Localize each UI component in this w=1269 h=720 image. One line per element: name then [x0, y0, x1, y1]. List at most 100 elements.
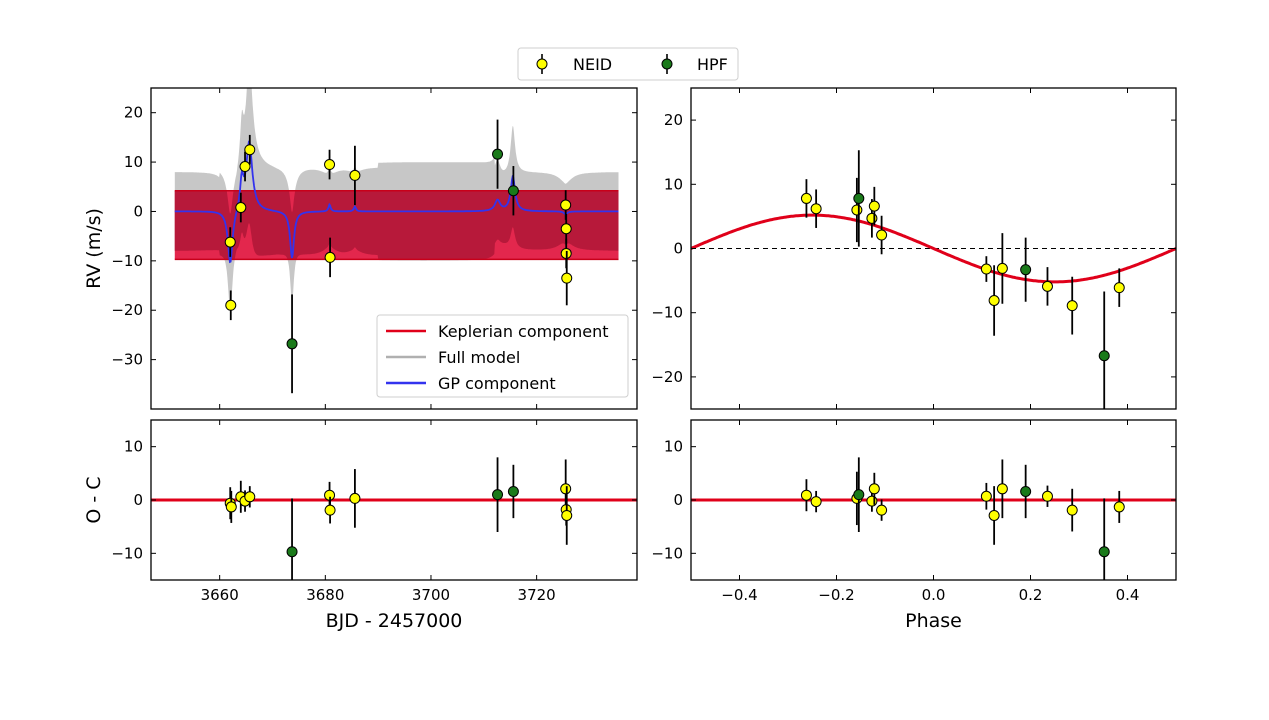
- rv_time-neid-point-2: [235, 202, 247, 214]
- full-model-band: [174, 88, 619, 311]
- model-legend: Keplerian component Full model GP compon…: [376, 314, 629, 398]
- oc_time-neid-point-10: [561, 509, 573, 521]
- rv_time-ylabel: RV (m/s): [83, 208, 105, 289]
- rv-phase-plot: [691, 150, 1176, 409]
- rv_time-neid-point-4: [244, 144, 256, 156]
- rv_time-ytick-label-1: 10: [124, 153, 143, 171]
- rv_phase-neid-point-2: [851, 204, 863, 216]
- oc_phase-neid-point-7: [988, 509, 1000, 521]
- rv_time-neid-point-11: [561, 272, 573, 284]
- oc-time-plot: [151, 457, 637, 580]
- oc_time-ytick-label-1: 0: [133, 491, 143, 509]
- model-overlap-band: [174, 190, 619, 260]
- rv_phase-hpf-point-0: [853, 192, 865, 204]
- oc_time-neid-point-4: [244, 491, 256, 503]
- oc_phase-neid-point-1: [810, 496, 822, 508]
- oc_phase-xtick-label-0: −0.4: [721, 586, 757, 604]
- oc_phase-xtick-label-2: 0.0: [922, 586, 946, 604]
- rv_phase-neid-point-1: [810, 203, 822, 215]
- rv_phase-neid-point-8: [996, 262, 1008, 274]
- rv_time-neid-point-1: [225, 299, 237, 311]
- oc_phase-neid-point-10: [1066, 504, 1078, 516]
- rv_phase-neid-point-6: [980, 263, 992, 275]
- rv_phase-neid-point-7: [988, 295, 1000, 307]
- rv_time-ytick-label-5: −30: [111, 351, 143, 369]
- rv_phase-neid-point-10: [1066, 300, 1078, 312]
- oc_phase-neid-point-5: [876, 504, 888, 516]
- rv_time-ytick-label-0: 20: [124, 104, 143, 122]
- rv_time-neid-point-7: [349, 169, 361, 181]
- rv_phase-neid-point-11: [1113, 282, 1125, 294]
- rv_phase-hpf-point-2: [1098, 350, 1110, 362]
- oc_time-neid-point-8: [560, 483, 572, 495]
- rv_phase-ytick-label-0: 20: [664, 111, 683, 129]
- oc_phase-xtick-label-1: −0.2: [818, 586, 854, 604]
- rv_time-neid-point-0: [224, 236, 236, 248]
- rv_phase-neid-point-0: [800, 192, 812, 204]
- rv_time-hpf-point-2: [507, 185, 519, 197]
- rv_time-neid-point-9: [560, 223, 572, 235]
- oc_time-xtick-label-0: 3660: [201, 586, 239, 604]
- oc_phase-ytick-label-2: −10: [651, 544, 683, 562]
- oc_time-ylabel: O - C: [83, 476, 105, 523]
- top-legend-box: [517, 47, 739, 81]
- top-legend: NEID HPF: [517, 47, 739, 81]
- oc-phase-plot: [691, 457, 1176, 580]
- model-legend-box: [376, 314, 629, 398]
- oc_phase-xtick-label-3: 0.2: [1019, 586, 1043, 604]
- oc_time-hpf-point-0: [286, 546, 298, 558]
- keplerian-legend-label: Keplerian component: [438, 322, 609, 341]
- rv_phase-ytick-label-3: −10: [651, 304, 683, 322]
- oc_phase-neid-point-4: [868, 483, 880, 495]
- oc_time-neid-point-1: [225, 501, 237, 513]
- oc_phase-neid-point-9: [1041, 490, 1053, 502]
- oc_phase-neid-point-6: [980, 490, 992, 502]
- oc_phase-neid-point-3: [866, 495, 878, 507]
- rv_time-ytick-label-4: −20: [111, 301, 143, 319]
- oc_phase-neid-point-11: [1113, 501, 1125, 513]
- oc_phase-xlabel: Phase: [905, 610, 962, 632]
- full-model-legend-label: Full model: [438, 348, 520, 367]
- rv_phase-ytick-label-2: 0: [673, 240, 683, 258]
- oc_phase-hpf-point-0: [853, 489, 865, 501]
- oc_time-hpf-point-2: [507, 485, 519, 497]
- hpf-legend-marker: [661, 58, 673, 70]
- oc_time-xtick-label-2: 3700: [412, 586, 450, 604]
- rv_phase-neid-point-9: [1041, 280, 1053, 292]
- gp-component-line: [174, 140, 619, 264]
- neid-legend-label: NEID: [573, 55, 612, 74]
- rv_phase-neid-point-4: [868, 200, 880, 212]
- rv_time-ytick-label-2: 0: [133, 202, 143, 220]
- rv_time-neid-point-3: [239, 161, 251, 173]
- neid-legend-marker: [536, 58, 548, 70]
- rv_phase-ytick-label-1: 10: [664, 175, 683, 193]
- oc_time-xtick-label-3: 3720: [518, 586, 556, 604]
- oc_phase-ytick-label-0: 10: [664, 438, 683, 456]
- oc_time-ytick-label-2: −10: [111, 544, 143, 562]
- oc_time-neid-point-7: [349, 492, 361, 504]
- oc_time-ytick-label-0: 10: [124, 438, 143, 456]
- oc_time-neid-point-6: [324, 504, 336, 516]
- oc_time-xtick-label-1: 3680: [306, 586, 344, 604]
- rv_phase-neid-point-5: [876, 229, 888, 241]
- oc_phase-xtick-label-4: 0.4: [1116, 586, 1140, 604]
- rv_time-neid-point-5: [324, 159, 336, 171]
- rv_time-hpf-point-0: [286, 338, 298, 350]
- rv_phase-ytick-label-4: −20: [651, 368, 683, 386]
- oc_phase-ytick-label-1: 0: [673, 491, 683, 509]
- oc_phase-neid-point-8: [996, 483, 1008, 495]
- rv_phase-hpf-point-1: [1020, 264, 1032, 276]
- oc_phase-neid-point-0: [800, 489, 812, 501]
- rv_time-hpf-point-1: [492, 148, 504, 160]
- keplerian-curve: [691, 213, 1176, 284]
- oc_time-hpf-point-1: [492, 489, 504, 501]
- oc_time-xlabel: BJD - 2457000: [326, 610, 463, 632]
- gp-legend-label: GP component: [438, 374, 556, 393]
- oc_phase-hpf-point-2: [1098, 546, 1110, 558]
- rv_time-neid-point-8: [560, 199, 572, 211]
- rv_phase-neid-point-3: [866, 212, 878, 224]
- rv_time-ytick-label-3: −10: [111, 252, 143, 270]
- rv-time-plot: [174, 88, 619, 394]
- oc_phase-hpf-point-1: [1020, 485, 1032, 497]
